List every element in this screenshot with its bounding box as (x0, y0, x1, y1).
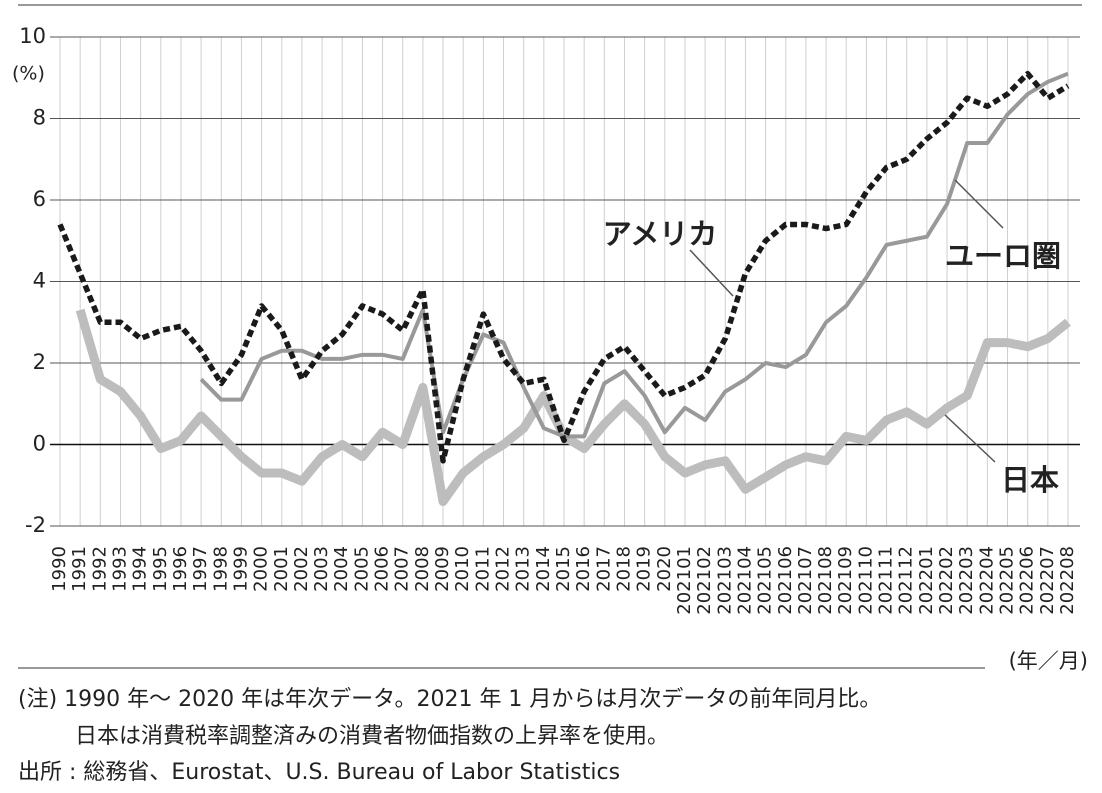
x-tick-label: 1991 (69, 546, 90, 592)
source: 出所 : 総務省、Eurostat、U.S. Bureau of Labor S… (18, 760, 620, 785)
x-tick-label: 1990 (49, 546, 70, 592)
x-tick-label: 202204 (976, 546, 997, 615)
x-tick-label: 2016 (573, 546, 594, 592)
x-tick-label: 2017 (593, 546, 614, 592)
unit-label: (%) (12, 63, 45, 85)
y-tick-label: 6 (33, 187, 46, 211)
x-tick-label: 2008 (412, 546, 433, 592)
x-tick-label: 202107 (795, 546, 816, 615)
legend-label: アメリカ (603, 217, 718, 251)
x-tick-label: 1993 (109, 546, 130, 592)
x-tick-label: 202101 (674, 546, 695, 615)
x-tick-label: 2011 (472, 546, 493, 592)
x-tick-label: 2012 (493, 546, 514, 592)
x-unit-label: (年／月) (1009, 649, 1088, 673)
x-tick-label: 202106 (775, 546, 796, 615)
x-tick-label: 202207 (1037, 546, 1058, 615)
x-tick-label: 202102 (694, 546, 715, 615)
x-tick-label: 1992 (89, 546, 110, 592)
x-tick-label: 2014 (533, 546, 554, 592)
x-tick-label: 1998 (210, 546, 231, 592)
x-tick-label: 2015 (553, 546, 574, 592)
x-tick-label: 2020 (654, 546, 675, 592)
x-tick-label: 202201 (916, 546, 937, 615)
x-tick-label: 202111 (876, 546, 897, 615)
x-tick-label: 1996 (170, 546, 191, 592)
leader-line (944, 414, 996, 463)
x-tick-label: 202205 (997, 546, 1018, 615)
series-line (199, 71, 1069, 439)
series-line (57, 70, 1070, 464)
x-tick-label: 202206 (1017, 546, 1038, 615)
y-tick-label: 4 (33, 269, 46, 293)
x-tick-label: 202108 (815, 546, 836, 615)
x-tick-label: 2019 (634, 546, 655, 592)
x-tick-label: 202203 (956, 546, 977, 615)
x-tick-label: 2009 (432, 546, 453, 592)
x-tick-label: 1994 (130, 546, 151, 592)
x-tick-label: 202105 (755, 546, 776, 615)
x-tick-label: 2006 (372, 546, 393, 592)
note: 日本は消費税率調整済みの消費者物価指数の上昇率を使用。 (75, 724, 669, 749)
x-tick-label: 202110 (855, 546, 876, 615)
series-line (75, 308, 1071, 507)
x-tick-label: 202104 (734, 546, 755, 615)
x-tick-label: 2005 (351, 546, 372, 592)
x-tick-label: 2018 (613, 546, 634, 592)
leader-line (954, 179, 1004, 229)
x-tick-label: 2004 (331, 546, 352, 592)
leader-line (689, 249, 734, 297)
x-tick-label: 2003 (311, 546, 332, 592)
y-tick-label: 10 (19, 24, 46, 48)
x-tick-label: 2002 (291, 546, 312, 592)
x-tick-label: 202103 (714, 546, 735, 615)
y-tick-label: -2 (25, 513, 46, 537)
note: (注) 1990 年〜 2020 年は年次データ。2021 年 1 月からは月次… (18, 687, 881, 712)
x-tick-label: 202202 (936, 546, 957, 615)
x-tick-label: 2013 (513, 546, 534, 592)
x-tick-label: 1995 (150, 546, 171, 592)
x-tick-label: 1997 (190, 546, 211, 592)
y-tick-label: 2 (33, 350, 46, 374)
x-tick-label: 2001 (271, 546, 292, 592)
legend-label: ユーロ圏 (945, 239, 1061, 273)
x-tick-label: 2010 (452, 546, 473, 592)
x-tick-label: 2007 (392, 546, 413, 592)
x-tick-label: 202109 (835, 546, 856, 615)
legend-label: 日本 (1001, 463, 1059, 497)
x-tick-label: 2000 (251, 546, 272, 592)
x-tick-label: 202112 (896, 546, 917, 615)
y-tick-label: 8 (33, 106, 46, 130)
y-tick-label: 0 (33, 432, 46, 456)
x-tick-label: 202208 (1057, 546, 1078, 615)
x-tick-label: 1999 (230, 546, 251, 592)
